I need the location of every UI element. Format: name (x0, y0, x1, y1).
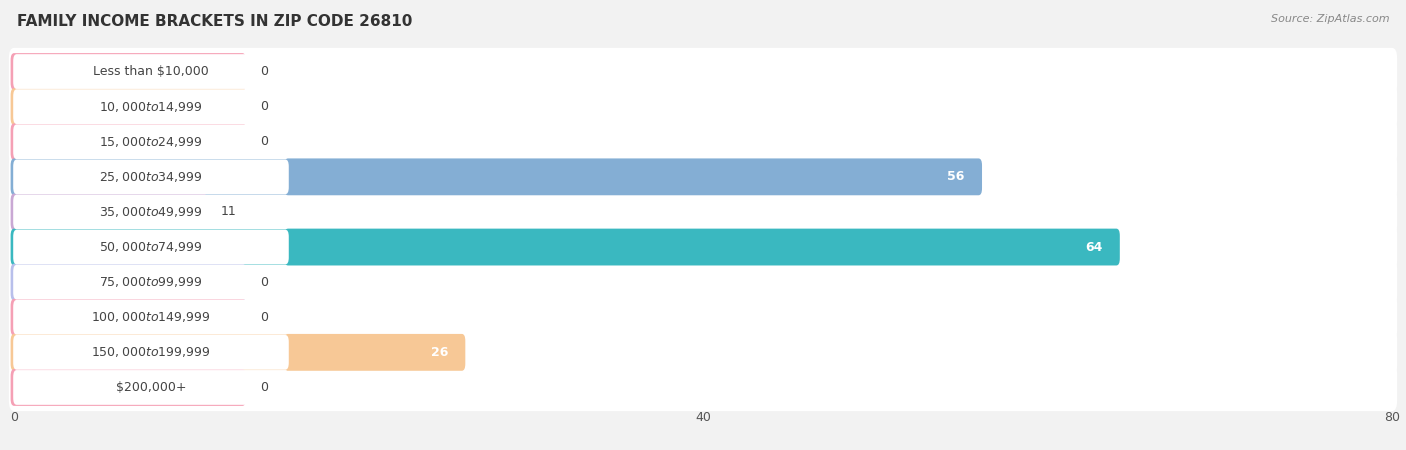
FancyBboxPatch shape (8, 258, 1398, 306)
Text: 0: 0 (260, 276, 267, 288)
Text: 26: 26 (430, 346, 449, 359)
FancyBboxPatch shape (11, 299, 246, 336)
Text: $200,000+: $200,000+ (115, 381, 186, 394)
Text: $10,000 to $14,999: $10,000 to $14,999 (100, 99, 202, 114)
FancyBboxPatch shape (13, 54, 288, 89)
Text: 0: 0 (260, 100, 267, 113)
FancyBboxPatch shape (13, 265, 288, 300)
Text: $15,000 to $24,999: $15,000 to $24,999 (100, 135, 202, 149)
FancyBboxPatch shape (11, 369, 246, 406)
FancyBboxPatch shape (8, 293, 1398, 341)
Text: 0: 0 (260, 311, 267, 324)
Text: $150,000 to $199,999: $150,000 to $199,999 (91, 345, 211, 360)
Text: 0: 0 (260, 65, 267, 78)
FancyBboxPatch shape (8, 223, 1398, 271)
Text: 11: 11 (221, 206, 236, 218)
FancyBboxPatch shape (8, 118, 1398, 166)
FancyBboxPatch shape (11, 229, 1119, 266)
FancyBboxPatch shape (11, 334, 465, 371)
FancyBboxPatch shape (8, 364, 1398, 411)
FancyBboxPatch shape (13, 194, 288, 230)
FancyBboxPatch shape (8, 188, 1398, 236)
FancyBboxPatch shape (8, 328, 1398, 376)
Text: 56: 56 (948, 171, 965, 183)
FancyBboxPatch shape (11, 194, 207, 230)
FancyBboxPatch shape (13, 230, 288, 265)
Text: $100,000 to $149,999: $100,000 to $149,999 (91, 310, 211, 324)
Text: $35,000 to $49,999: $35,000 to $49,999 (100, 205, 202, 219)
FancyBboxPatch shape (8, 48, 1398, 95)
Text: Less than $10,000: Less than $10,000 (93, 65, 209, 78)
Text: FAMILY INCOME BRACKETS IN ZIP CODE 26810: FAMILY INCOME BRACKETS IN ZIP CODE 26810 (17, 14, 412, 28)
FancyBboxPatch shape (13, 124, 288, 159)
FancyBboxPatch shape (13, 370, 288, 405)
Text: $25,000 to $34,999: $25,000 to $34,999 (100, 170, 202, 184)
Text: 64: 64 (1085, 241, 1102, 253)
FancyBboxPatch shape (8, 83, 1398, 130)
FancyBboxPatch shape (11, 264, 246, 301)
FancyBboxPatch shape (8, 153, 1398, 201)
FancyBboxPatch shape (13, 159, 288, 194)
FancyBboxPatch shape (13, 89, 288, 124)
FancyBboxPatch shape (11, 158, 981, 195)
Text: 0: 0 (260, 381, 267, 394)
FancyBboxPatch shape (11, 53, 246, 90)
FancyBboxPatch shape (11, 88, 246, 125)
Text: $75,000 to $99,999: $75,000 to $99,999 (100, 275, 202, 289)
FancyBboxPatch shape (13, 335, 288, 370)
FancyBboxPatch shape (11, 123, 246, 160)
Text: $50,000 to $74,999: $50,000 to $74,999 (100, 240, 202, 254)
FancyBboxPatch shape (13, 300, 288, 335)
Text: Source: ZipAtlas.com: Source: ZipAtlas.com (1271, 14, 1389, 23)
Text: 0: 0 (260, 135, 267, 148)
